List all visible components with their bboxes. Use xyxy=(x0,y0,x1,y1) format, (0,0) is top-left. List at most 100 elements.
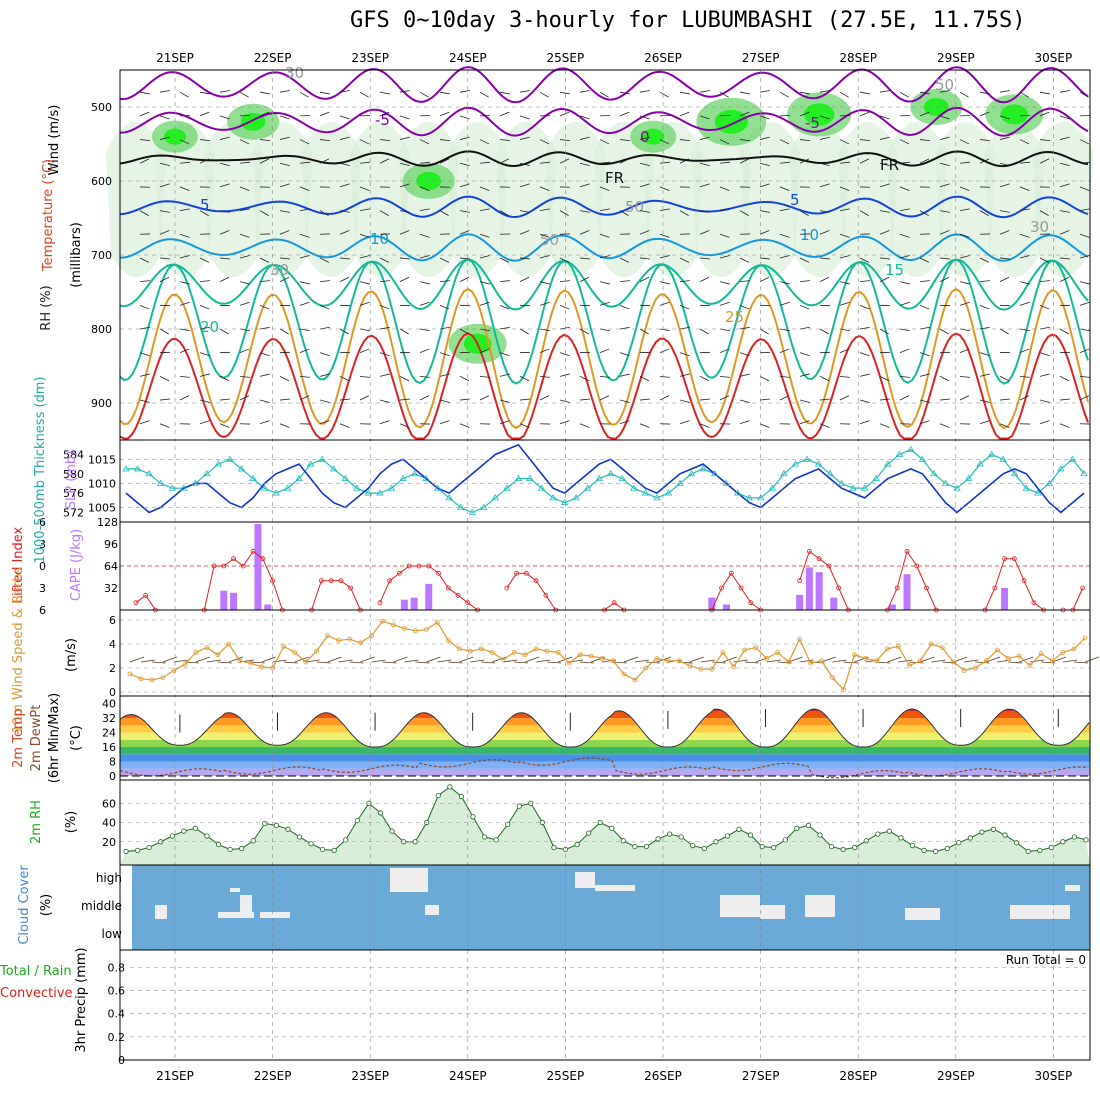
wind-barb xyxy=(1039,352,1050,357)
li-marker xyxy=(533,578,539,584)
wind-barb xyxy=(359,375,370,378)
wind-barb xyxy=(979,352,990,357)
wind-barb xyxy=(1039,257,1050,263)
wind-barb xyxy=(899,208,910,211)
wind-barb xyxy=(899,139,910,145)
wind-barb xyxy=(459,398,470,401)
wind-barb xyxy=(319,91,330,95)
cape-bar xyxy=(264,604,272,610)
rh-marker xyxy=(655,836,661,842)
wind-barb xyxy=(299,208,310,211)
wind-barb xyxy=(639,257,650,260)
precip-tick: 0.2 xyxy=(108,1031,126,1044)
wind-barb xyxy=(279,230,290,235)
temp-tick: 16 xyxy=(102,741,116,754)
wind10-barb xyxy=(162,656,178,663)
wind10-barb xyxy=(722,656,737,663)
thickness-marker xyxy=(572,494,580,501)
wind-barb xyxy=(879,136,890,140)
wind-barb xyxy=(899,233,910,238)
wind-barb xyxy=(959,186,970,192)
wind-barb xyxy=(419,301,430,306)
wind-barb xyxy=(139,399,150,403)
wind-barb xyxy=(579,115,590,120)
thickness-marker xyxy=(433,484,442,491)
wind10-marker xyxy=(456,646,462,652)
wind-barb xyxy=(539,375,550,378)
wind-barb xyxy=(379,399,390,403)
wind-barb xyxy=(159,162,170,167)
thickness-marker xyxy=(999,455,1007,462)
wind-barb xyxy=(579,257,590,260)
wind10-barb xyxy=(547,661,562,664)
wind-barb xyxy=(579,183,590,188)
wind-barb xyxy=(559,91,570,95)
thickness-marker xyxy=(630,484,638,491)
precip-tick: 0.4 xyxy=(108,1008,126,1021)
wind-barb xyxy=(519,115,530,120)
contour-label: 5 xyxy=(200,196,210,214)
label-wind: Wind (m/s) xyxy=(47,105,62,176)
contour-label: 30 xyxy=(285,64,304,82)
wind-barb xyxy=(199,352,210,357)
wind10-barb xyxy=(1030,659,1045,663)
wind-barb xyxy=(559,111,570,117)
wind10-marker xyxy=(402,626,407,631)
contour-label: -5 xyxy=(805,114,820,132)
wind-barb xyxy=(499,352,510,357)
wind-barb xyxy=(399,183,410,188)
wind-barb xyxy=(679,91,690,95)
rh-shade-blob xyxy=(740,121,801,278)
wind-barb xyxy=(399,376,410,382)
wind10-marker xyxy=(149,677,155,683)
thickness-line xyxy=(126,448,1085,514)
wind-barb xyxy=(1079,348,1090,354)
wind-barb xyxy=(1059,115,1070,120)
li-marker xyxy=(240,563,246,569)
wind-barb xyxy=(919,210,929,216)
thickness-marker xyxy=(837,479,846,486)
wind10-marker xyxy=(292,650,298,655)
date-label-top: 21SEP xyxy=(156,51,194,65)
wind10-barb xyxy=(1062,659,1078,663)
wind10-marker xyxy=(127,671,133,677)
date-label-bottom: 28SEP xyxy=(839,1069,877,1083)
wind-barb xyxy=(519,230,530,235)
rh-marker xyxy=(747,832,754,838)
wind-barb xyxy=(399,115,410,120)
wind-barb xyxy=(419,91,429,98)
wind-barb xyxy=(239,91,249,98)
rh-shade-blob xyxy=(301,121,362,278)
wind-barb xyxy=(979,280,990,283)
wind-barb xyxy=(959,91,969,98)
wind-barb xyxy=(699,183,710,188)
wind-barb xyxy=(919,420,930,425)
wind-barb xyxy=(519,423,530,428)
wind-barb xyxy=(1019,281,1030,285)
rh-marker xyxy=(493,837,499,843)
rh-marker xyxy=(1048,844,1054,851)
wind-barb xyxy=(1019,208,1030,211)
thickness-marker xyxy=(214,460,223,467)
li-marker xyxy=(436,570,441,576)
rh-marker xyxy=(146,844,152,851)
thickness-marker xyxy=(249,474,257,481)
label-thickness: 1000-500mb Thickness (dm) xyxy=(33,376,48,563)
rh-marker xyxy=(250,838,256,844)
wind-barb xyxy=(419,348,430,354)
wind-barb xyxy=(479,91,489,98)
li-tick: 6 xyxy=(39,516,46,529)
wind10-barb xyxy=(964,659,979,663)
wind-barb xyxy=(819,423,830,428)
wind-barb xyxy=(339,276,350,282)
wind10-marker xyxy=(863,656,868,661)
wind-barb xyxy=(779,139,790,145)
wind-barb xyxy=(859,420,870,425)
rh-marker xyxy=(435,792,441,799)
wind-barb xyxy=(1019,301,1030,306)
wind10-marker xyxy=(698,666,704,672)
wind10-barb xyxy=(580,661,595,664)
isotherm-line xyxy=(119,233,1089,262)
wind-barb xyxy=(939,257,950,260)
wind-barb xyxy=(819,136,830,140)
